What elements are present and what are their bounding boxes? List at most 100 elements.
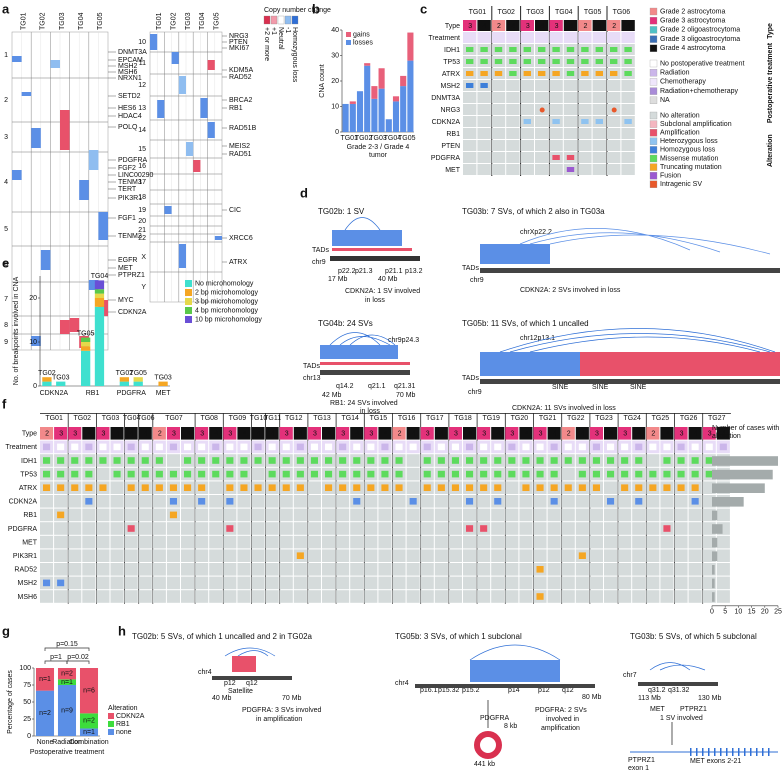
treatment-mark [282,443,290,451]
sv-plot-label: 8 kb [504,723,517,730]
cell [237,563,251,576]
row-label: TP53 [20,471,37,478]
tumor-label: TG23 [595,415,613,422]
type-cell [646,427,660,440]
sv-plot-label: chr9 [468,389,482,396]
row-label: PDGFRA [8,526,38,533]
tumor-label: TG01 [45,415,63,422]
cell [209,481,223,494]
gene-label: PTPRZ1 [118,272,145,279]
cell [491,152,506,163]
cell [293,522,307,535]
row-label: RAD52 [14,567,37,574]
cell [406,549,420,562]
treatment-mark [564,443,572,451]
type-number: 3 [454,431,458,438]
cell [434,549,448,562]
cell [307,549,321,562]
cell [563,140,578,151]
bar-annotation: n=6 [83,688,95,695]
cell [607,128,621,139]
cell [251,508,265,522]
type-cell [506,20,520,31]
bar-segment [371,86,378,99]
cell [621,80,635,91]
alteration-mark [282,470,290,478]
type-cell [40,427,54,440]
legend-swatch [108,713,114,719]
panel-label: d [300,185,308,200]
cell [561,576,575,590]
legend-group-title: Type [767,23,774,39]
tumor-label: TG26 [680,415,698,422]
type-number: 4 [524,431,528,438]
alteration-mark [85,484,93,491]
row-label: IDH1 [21,458,37,465]
alteration-mark [536,593,544,600]
cn-segment [178,244,186,268]
cell [223,549,237,562]
bar-label: TG05 [129,370,147,377]
alteration-mark [691,498,699,505]
exon [756,748,758,756]
type-number: 3 [623,431,627,438]
treatment-mark [719,443,727,451]
sv-plot-label: p12 [224,680,236,687]
bar [712,510,718,521]
sv-plot-label: p12 [538,687,550,694]
cell [434,522,448,535]
legend-label: Missense mutation [660,155,718,162]
cell [491,92,506,103]
legend-label: gains [353,31,370,38]
tumor-label: TG05 [584,9,602,16]
cell [181,495,195,508]
alteration-mark [240,484,248,491]
chromosome-label: 3 [4,134,8,141]
cell [646,549,660,562]
cell [138,508,152,522]
type-number: 3 [595,431,599,438]
type-number: 4 [694,431,698,438]
type-number: 3 [482,431,486,438]
cell [279,576,293,590]
cell [519,508,533,522]
x-axis-title: tumor [369,152,388,159]
bar-segment [35,668,55,691]
cell [604,590,618,603]
chromosome-label: 10 [138,39,146,46]
cell [506,104,520,115]
cell [307,563,321,576]
cn-segment [40,250,51,270]
alteration-mark [71,470,79,478]
legend-label: Grade 2 astrocytoma [660,8,725,15]
row-label: MSH2 [18,580,38,587]
cell [209,549,223,562]
legend-label: Radiation+chemotherapy [660,88,739,95]
type-number: 3 [228,431,232,438]
gene-label: PDGFRA [118,157,148,164]
x-tick-label: Combination [69,739,108,746]
tumor-label: TG09 [229,415,247,422]
y-tick-label: 100 [19,665,31,672]
type-number: 3 [468,23,472,30]
cell [195,576,209,590]
cell [607,92,621,103]
alteration-mark [552,71,560,76]
chromosome-label: 12 [138,82,146,89]
treatment-mark [607,443,615,451]
type-cell [621,20,635,31]
sv-plot-label: 42 Mb [322,392,342,399]
cell [505,481,519,494]
alteration-mark [607,470,615,478]
alteration-mark [592,457,600,464]
legend-swatch [649,87,658,95]
legend-swatch [185,298,192,305]
alteration-mark [578,552,586,559]
cell [621,152,635,163]
alteration-mark [649,484,657,491]
type-number: 3 [73,431,77,438]
legend-swatch [649,44,658,52]
alteration-mark [635,498,643,505]
cell [68,563,82,576]
alteration-mark [649,470,657,478]
